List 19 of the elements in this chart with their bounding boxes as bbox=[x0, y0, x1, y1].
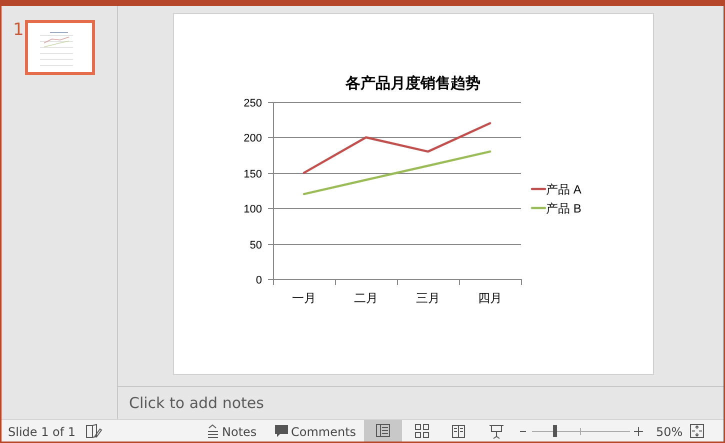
text: Slide 1 of 1 bbox=[8, 425, 76, 439]
text: Notes bbox=[222, 425, 257, 439]
chart-title: 各产品月度销售趋势 bbox=[344, 74, 480, 92]
legend-label: 产品 A bbox=[546, 182, 582, 196]
x-tick-label: 二月 bbox=[354, 291, 378, 305]
y-tick-label: 250 bbox=[244, 98, 262, 110]
y-tick-label: 150 bbox=[244, 168, 262, 180]
y-tick-label: 0 bbox=[256, 274, 262, 286]
y-tick-label: 200 bbox=[244, 132, 262, 144]
text: 1 bbox=[13, 20, 24, 40]
y-tick-label: 100 bbox=[244, 204, 262, 216]
x-tick-label: 四月 bbox=[478, 291, 502, 305]
text: Click to add notes bbox=[129, 394, 264, 412]
y-tick-label: 50 bbox=[250, 240, 262, 252]
text: 50% bbox=[656, 425, 683, 439]
legend-label: 产品 B bbox=[546, 202, 582, 216]
text: Comments bbox=[291, 425, 356, 439]
x-tick-label: 三月 bbox=[416, 291, 440, 305]
x-tick-label: 一月 bbox=[292, 291, 316, 305]
